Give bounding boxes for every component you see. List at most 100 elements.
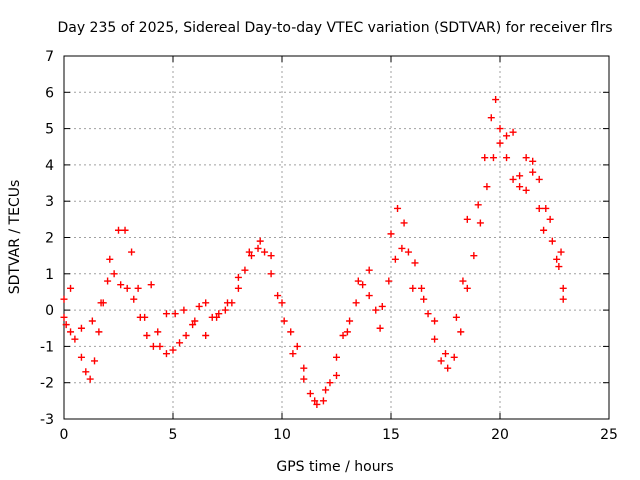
data-point <box>548 237 556 245</box>
data-point <box>452 313 460 321</box>
y-tick-label: 4 <box>45 158 54 174</box>
data-point <box>261 248 269 256</box>
data-point <box>86 375 94 383</box>
data-points <box>60 96 567 408</box>
data-point <box>481 154 489 162</box>
data-point <box>254 244 262 252</box>
data-point <box>365 266 373 274</box>
data-point <box>444 364 452 372</box>
data-point <box>149 342 157 350</box>
data-point <box>509 175 517 183</box>
data-point <box>300 375 308 383</box>
data-point <box>411 259 419 267</box>
data-point <box>256 237 264 245</box>
data-point <box>546 215 554 223</box>
data-point <box>555 263 563 271</box>
y-tick-label: 2 <box>45 231 54 247</box>
data-point <box>378 302 386 310</box>
data-point <box>359 281 367 289</box>
data-point <box>293 342 301 350</box>
data-point <box>391 255 399 263</box>
data-point <box>394 204 402 212</box>
data-point <box>516 183 524 191</box>
y-tick-label: 5 <box>45 122 54 138</box>
data-point <box>463 284 471 292</box>
data-point <box>115 226 122 234</box>
gridlines <box>64 56 609 419</box>
data-point <box>141 313 149 321</box>
data-point <box>121 226 129 234</box>
data-point <box>457 328 465 336</box>
data-point <box>134 284 142 292</box>
data-point <box>535 204 543 212</box>
data-point <box>459 277 467 285</box>
data-point <box>522 154 530 162</box>
data-point <box>88 317 96 325</box>
data-point <box>106 255 114 263</box>
data-point <box>516 172 524 180</box>
data-point <box>147 281 155 289</box>
data-point <box>267 252 275 260</box>
data-point <box>529 168 537 176</box>
data-point <box>287 328 295 336</box>
data-point <box>409 284 417 292</box>
data-point <box>487 114 495 122</box>
data-point <box>300 364 308 372</box>
data-point <box>289 350 297 358</box>
data-point <box>431 335 439 343</box>
data-point <box>529 157 537 165</box>
data-point <box>195 302 203 310</box>
y-tick-label: -2 <box>40 376 54 392</box>
data-point <box>311 397 319 405</box>
data-point <box>492 96 500 104</box>
data-point <box>476 219 484 227</box>
data-point <box>385 277 393 285</box>
data-point <box>372 306 380 314</box>
data-point <box>346 317 354 325</box>
data-point <box>202 332 210 340</box>
x-axis-ticks: 0 5 10 15 20 25 <box>60 56 618 443</box>
data-point <box>404 248 412 256</box>
data-point <box>202 299 210 307</box>
data-point <box>420 295 428 303</box>
y-tick-label: 7 <box>45 49 54 65</box>
x-tick-label: 10 <box>273 427 291 443</box>
y-tick-label: 0 <box>45 303 54 319</box>
data-point <box>319 397 327 405</box>
chart-title: Day 235 of 2025, Sidereal Day-to-day VTE… <box>57 20 612 36</box>
x-tick-label: 25 <box>600 427 618 443</box>
data-point <box>117 281 125 289</box>
data-point <box>180 306 188 314</box>
data-point <box>171 310 179 318</box>
data-point <box>191 317 199 325</box>
data-point <box>221 306 229 314</box>
data-point <box>82 368 90 376</box>
data-point <box>143 332 151 340</box>
data-point <box>189 321 197 329</box>
data-point <box>274 292 282 300</box>
data-point <box>376 324 384 332</box>
data-point <box>278 299 286 307</box>
data-point <box>162 310 170 318</box>
data-point <box>326 379 334 387</box>
data-point <box>247 252 255 260</box>
data-point <box>162 350 170 358</box>
data-point <box>123 284 131 292</box>
data-point <box>267 270 275 278</box>
data-point <box>241 266 249 274</box>
y-tick-label: 3 <box>45 194 54 210</box>
data-point <box>557 248 565 256</box>
data-point <box>553 255 561 263</box>
data-point <box>176 339 184 347</box>
data-point <box>365 292 373 300</box>
data-point <box>333 371 340 379</box>
data-point <box>104 277 112 285</box>
x-tick-label: 0 <box>60 427 69 443</box>
data-point <box>352 299 360 307</box>
data-point <box>343 328 351 336</box>
y-tick-label: 1 <box>45 267 54 283</box>
data-point <box>474 201 482 209</box>
data-point <box>442 350 449 358</box>
data-point <box>431 317 439 325</box>
